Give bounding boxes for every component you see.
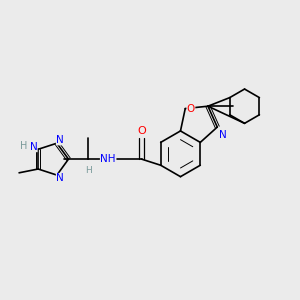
Text: N: N <box>56 173 64 183</box>
Text: N: N <box>219 130 226 140</box>
Text: N: N <box>56 135 64 145</box>
Text: H: H <box>85 166 92 175</box>
Text: O: O <box>187 103 195 114</box>
Text: O: O <box>137 125 146 136</box>
Text: NH: NH <box>100 154 116 164</box>
Text: H: H <box>20 141 27 151</box>
Text: N: N <box>30 142 38 152</box>
